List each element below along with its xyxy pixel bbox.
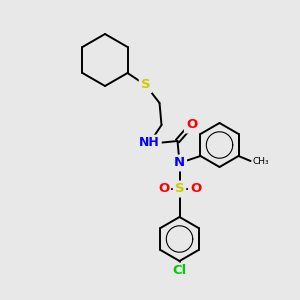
Text: O: O [186, 118, 197, 131]
Text: O: O [158, 182, 169, 196]
Text: N: N [174, 157, 185, 169]
Text: O: O [190, 182, 201, 196]
Text: S: S [175, 182, 184, 196]
Text: Cl: Cl [172, 265, 187, 278]
Text: NH: NH [139, 136, 160, 149]
Text: CH₃: CH₃ [253, 157, 269, 166]
Text: S: S [141, 79, 150, 92]
